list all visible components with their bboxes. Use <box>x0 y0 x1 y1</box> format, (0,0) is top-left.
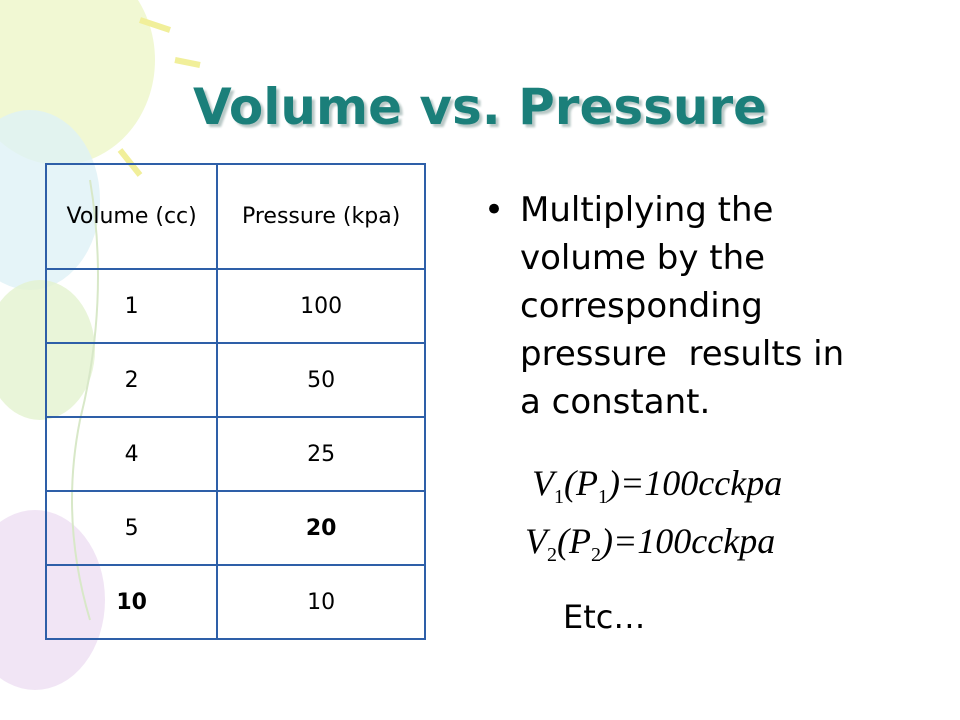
table-row: 10 10 <box>44 564 426 640</box>
bullet-marker: • <box>484 190 505 230</box>
subscript: 2 <box>590 544 601 567</box>
table-row: 2 50 <box>44 342 426 418</box>
table-cell: 10 <box>44 564 219 640</box>
subscript: 2 <box>547 544 557 567</box>
table-cell: 25 <box>216 416 426 492</box>
subscript: 1 <box>554 486 564 509</box>
table-cell: 20 <box>216 490 426 566</box>
subscript: 1 <box>597 486 608 509</box>
equation: V1(P1)=100cckpa <box>532 462 782 509</box>
table-cell: 2 <box>44 342 219 418</box>
table-cell: 10 <box>216 564 426 640</box>
table-row: 5 20 <box>44 490 426 566</box>
table-cell: 4 <box>44 416 219 492</box>
equation-part: V <box>525 521 547 561</box>
table-cell: 50 <box>216 342 426 418</box>
equation-part: (P <box>557 521 591 561</box>
table-cell: 100 <box>216 268 426 344</box>
header-cell: Volume (cc) <box>44 163 219 270</box>
table-row: 1 100 <box>44 268 426 344</box>
equation-part: V <box>532 463 554 503</box>
equation-part: )=100cckpa <box>600 521 776 561</box>
title: Volume vs. Pressure <box>192 78 768 136</box>
etc-text: Etc… <box>563 598 646 636</box>
table-cell: 5 <box>44 490 219 566</box>
header-cell: Pressure (kpa) <box>216 163 426 270</box>
equation-part: )=100cckpa <box>607 463 783 503</box>
equation: V2(P2)=100cckpa <box>525 520 775 567</box>
bullet: • Multiplying the volume by the correspo… <box>484 186 874 426</box>
data-table: Volume (cc) Pressure (kpa) 1 100 2 50 4 25 5 20 1… <box>44 163 426 640</box>
table-row: 4 25 <box>44 416 426 492</box>
bullet-text: Multiplying the volume by the correspond… <box>520 190 855 422</box>
equation-part: (P <box>564 463 598 503</box>
table-cell: 1 <box>44 268 219 344</box>
